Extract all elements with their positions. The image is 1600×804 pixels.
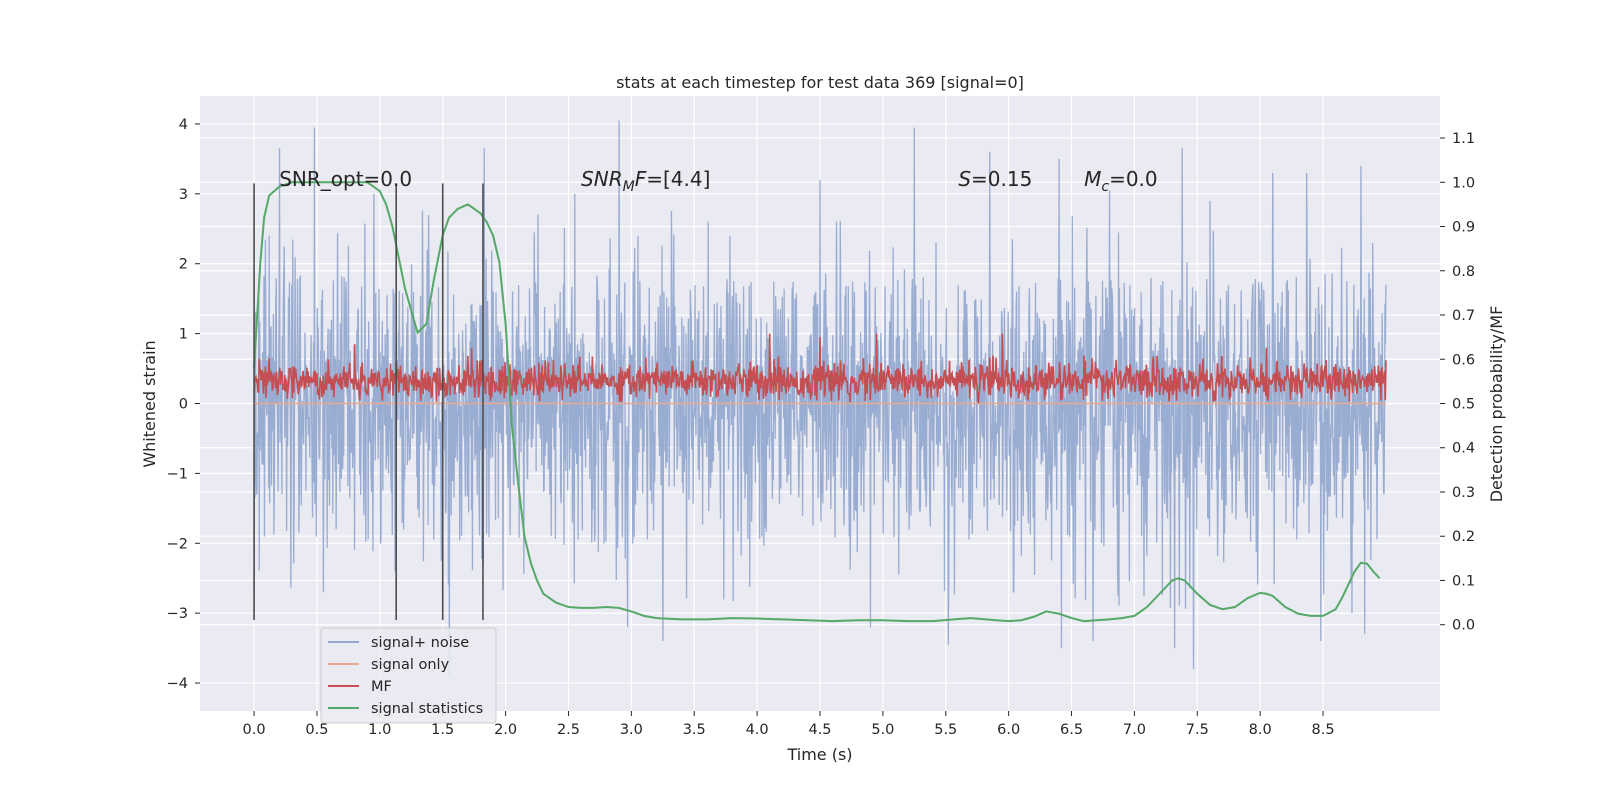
x-tick-label: 8.0 [1249, 722, 1272, 738]
series-signal-statistics [253, 181, 1381, 623]
x-tick-label: 5.5 [934, 722, 957, 738]
annotation-sub: c [1101, 179, 1109, 195]
legend-label-signal-noise: signal+ noise [371, 635, 469, 651]
x-axis-label: Time (s) [786, 745, 852, 764]
y-tick-label: 0 [179, 397, 188, 413]
annotation-tail: F=[4.4] [635, 167, 711, 191]
annotation-tail: =0.0 [1109, 167, 1158, 191]
y-right-tick-label: 0.8 [1452, 264, 1475, 280]
y-tick-label: 2 [179, 257, 188, 273]
annotation-2: S=0.15 [958, 167, 1032, 191]
legend: signal+ noise signal only MF signal stat… [320, 627, 497, 724]
y-right-tick-label: 0.3 [1452, 485, 1475, 501]
y-right-tick-label: 0.7 [1452, 308, 1475, 324]
x-tick-label: 1.0 [368, 722, 391, 738]
vertical-markers [253, 183, 484, 621]
x-tick-label: 7.5 [1186, 722, 1209, 738]
x-tick-label: 2.5 [557, 722, 580, 738]
y-right-tick-label: 0.6 [1452, 352, 1475, 368]
annotation-sub: M [623, 179, 635, 195]
y-right-tick-label: 0.5 [1452, 397, 1475, 413]
y-tick-label: −2 [167, 536, 188, 552]
annotations: SNR_opt=0.0 SNRMF=[4.4] S=0.15 Mc=0.0 [279, 167, 1157, 195]
annotation-1: SNRMF=[4.4] [581, 167, 710, 195]
annotation-tail: =0.15 [971, 167, 1032, 191]
y-axis-label: Whitened strain [140, 340, 159, 467]
y-right-tick-label: 0.4 [1452, 441, 1475, 457]
annotation-main: SNR [581, 167, 623, 191]
annotation-0: SNR_opt=0.0 [279, 167, 412, 191]
y-right-tick-label: 0.0 [1452, 618, 1475, 634]
y-right-tick-label: 0.9 [1452, 220, 1475, 236]
x-tick-label: 6.0 [997, 722, 1020, 738]
legend-label-signal-statistics: signal statistics [371, 701, 483, 717]
y-tick-label: 4 [179, 117, 188, 133]
y-right-axis-label: Detection probability/MF [1487, 306, 1506, 503]
x-tick-label: 8.5 [1312, 722, 1335, 738]
y-tick-label: −3 [167, 606, 188, 622]
x-tick-label: 2.0 [494, 722, 517, 738]
y-right-tick-label: 0.1 [1452, 573, 1475, 589]
legend-label-mf: MF [371, 679, 392, 695]
x-tick-label: 5.0 [871, 722, 894, 738]
legend-label-signal-only: signal only [371, 657, 450, 673]
y-tick-label: 3 [179, 187, 188, 203]
x-tick-label: 6.5 [1060, 722, 1083, 738]
legend-frame [320, 627, 497, 724]
x-tick-label: 0.0 [243, 722, 266, 738]
y-right-tick-label: 0.2 [1452, 529, 1475, 545]
x-tick-label: 3.5 [683, 722, 706, 738]
y-right-axis-ticks: 1.1 1.0 0.9 0.8 0.7 0.6 0.5 0.4 0.3 0.2 0.1 0.0 [1440, 131, 1475, 634]
y-tick-label: −1 [167, 466, 188, 482]
x-axis-ticks: 0.0 0.5 1.0 1.5 2.0 2.5 3.0 3.5 4.0 4.5 5.0 5.5 6.0 6… [243, 711, 1335, 738]
y-tick-label: −4 [167, 676, 188, 692]
y-right-tick-label: 1.0 [1452, 175, 1475, 191]
annotation-main: S [958, 167, 971, 191]
annotation-main: M [1084, 167, 1101, 191]
x-tick-label: 4.0 [746, 722, 769, 738]
y-axis-ticks: 4 3 2 1 0 −1 −2 −3 −4 [167, 117, 200, 692]
x-tick-label: 3.0 [620, 722, 643, 738]
chart-title: stats at each timestep for test data 369… [616, 73, 1024, 92]
annotation-tail-italic: F [635, 167, 647, 191]
x-tick-label: 0.5 [305, 722, 328, 738]
y-right-tick-label: 1.1 [1452, 131, 1475, 147]
x-tick-label: 1.5 [431, 722, 454, 738]
x-tick-label: 4.5 [808, 722, 831, 738]
annotation-tail-rest: =[4.4] [646, 167, 710, 191]
annotation-3: Mc=0.0 [1084, 167, 1158, 195]
y-tick-label: 1 [179, 327, 188, 343]
x-tick-label: 7.0 [1123, 722, 1146, 738]
